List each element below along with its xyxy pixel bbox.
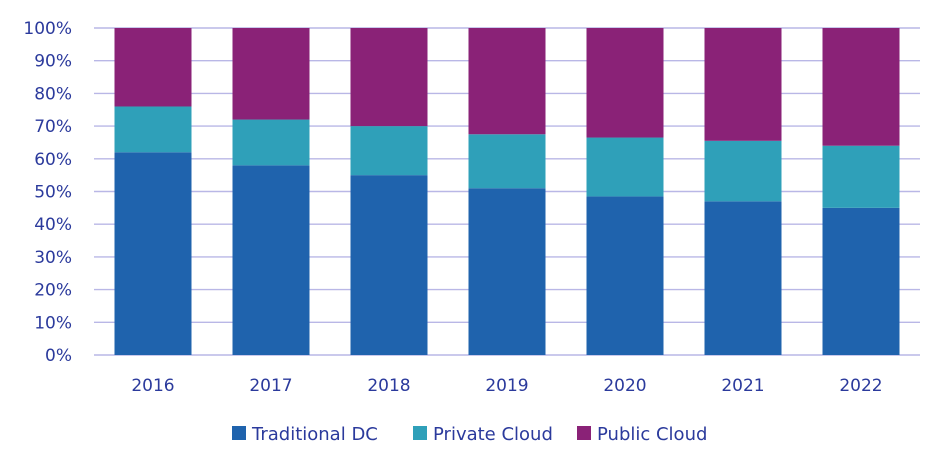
legend-swatch bbox=[577, 426, 591, 440]
bar-segment-traditional-dc bbox=[586, 196, 664, 355]
y-tick-label: 70% bbox=[34, 117, 72, 137]
x-tick-label: 2017 bbox=[249, 376, 292, 396]
y-tick-label: 50% bbox=[34, 183, 72, 203]
x-tick-label: 2020 bbox=[603, 376, 646, 396]
x-axis: 2016 2017 2018 2019 2020 2021 2022 bbox=[131, 376, 882, 396]
y-tick-label: 40% bbox=[34, 215, 72, 235]
y-tick-label: 20% bbox=[34, 281, 72, 301]
bar-segment-traditional-dc bbox=[232, 165, 310, 355]
legend-label: Private Cloud bbox=[433, 424, 553, 445]
bar-segment-traditional-dc bbox=[822, 207, 900, 355]
x-tick-label: 2016 bbox=[131, 376, 174, 396]
bar-segment-private-cloud bbox=[468, 134, 546, 189]
legend-label: Traditional DC bbox=[251, 424, 378, 445]
bar-segment-traditional-dc bbox=[468, 188, 546, 355]
bar-segment-private-cloud bbox=[586, 137, 664, 197]
x-tick-label: 2018 bbox=[367, 376, 410, 396]
bar-segment-private-cloud bbox=[232, 119, 310, 166]
legend-swatch bbox=[232, 426, 246, 440]
bar-segment-public-cloud bbox=[232, 28, 310, 120]
legend: Traditional DC Private Cloud Public Cloud bbox=[232, 424, 707, 445]
y-axis: 0% 10% 20% 30% 40% 50% 60% 70% 80% 90% 100% bbox=[23, 19, 72, 366]
bar-segment-private-cloud bbox=[350, 126, 428, 176]
y-tick-label: 90% bbox=[34, 52, 72, 72]
y-tick-label: 100% bbox=[23, 19, 72, 39]
bar-segment-private-cloud bbox=[704, 140, 782, 202]
bar-segment-public-cloud bbox=[586, 28, 664, 138]
bar-segment-private-cloud bbox=[114, 106, 192, 153]
bar-segment-public-cloud bbox=[822, 28, 900, 146]
bar-segment-public-cloud bbox=[468, 28, 546, 135]
bar-segment-public-cloud bbox=[704, 28, 782, 141]
bar-segment-traditional-dc bbox=[350, 175, 428, 355]
y-tick-label: 80% bbox=[34, 84, 72, 104]
bar-segment-private-cloud bbox=[822, 145, 900, 208]
y-tick-label: 10% bbox=[34, 313, 72, 333]
y-tick-label: 0% bbox=[45, 346, 72, 366]
legend-label: Public Cloud bbox=[597, 424, 707, 445]
x-tick-label: 2022 bbox=[839, 376, 882, 396]
bar-segment-traditional-dc bbox=[114, 152, 192, 355]
legend-swatch bbox=[413, 426, 427, 440]
bar-segment-public-cloud bbox=[114, 28, 192, 107]
y-tick-label: 60% bbox=[34, 150, 72, 170]
bars bbox=[114, 28, 900, 355]
x-tick-label: 2021 bbox=[721, 376, 764, 396]
bar-segment-traditional-dc bbox=[704, 201, 782, 355]
x-tick-label: 2019 bbox=[485, 376, 528, 396]
y-tick-label: 30% bbox=[34, 248, 72, 268]
bar-segment-public-cloud bbox=[350, 28, 428, 127]
